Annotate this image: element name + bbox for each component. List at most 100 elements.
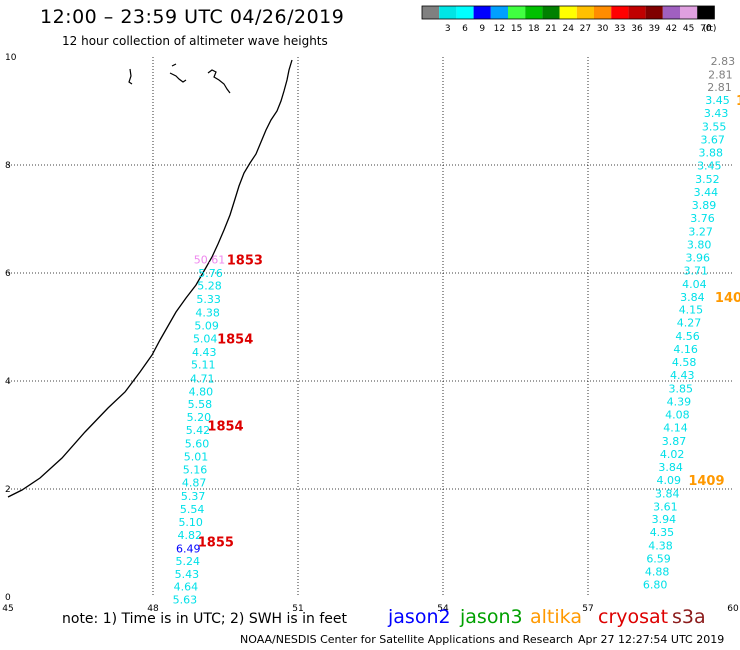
pass-time-label: 1408: [715, 291, 740, 306]
lon-tick-label: 45: [2, 604, 13, 614]
color-swatch: [525, 6, 543, 19]
wave-height-label: 3.85: [669, 383, 694, 396]
wave-height-label: 3.84: [680, 291, 705, 304]
map-subtitle: 12 hour collection of altimeter wave hei…: [62, 34, 328, 48]
wave-height-label: 5.63: [173, 594, 198, 607]
wave-height-label: 5.58: [188, 398, 213, 411]
lon-tick-label: 54: [437, 604, 449, 614]
wave-height-label: 4.71: [190, 372, 215, 385]
wave-height-label: 5.16: [183, 464, 208, 477]
wave-height-label: 4.14: [663, 421, 688, 434]
color-scale-label: 30: [597, 24, 609, 34]
sat-s3a-label: s3a: [672, 606, 706, 628]
wave-height-label: 4.80: [189, 385, 214, 398]
wave-height-label: 3.84: [655, 487, 680, 500]
wave-height-label: 4.16: [673, 343, 698, 356]
wave-height-label: 4.38: [648, 540, 673, 553]
island: [169, 72, 187, 83]
wave-height-label: 3.67: [700, 134, 725, 147]
wave-height-label: 5.10: [178, 516, 203, 529]
color-scale-label: 3: [445, 24, 451, 34]
color-swatch: [680, 6, 698, 19]
credit-text: NOAA/NESDIS Center for Satellite Applica…: [240, 633, 574, 646]
wave-height-label: 5.60: [185, 438, 210, 451]
color-scale-unit: (ft): [703, 24, 717, 34]
lat-tick-label: 0: [5, 593, 11, 603]
sat-jason3-label: jason3: [460, 606, 523, 628]
sat-cryosat-label: cryosat: [598, 606, 669, 628]
lat-tick-label: 6: [5, 269, 11, 279]
wave-height-label: 5.01: [184, 451, 209, 464]
color-swatch: [611, 6, 629, 19]
wave-height-label: 3.27: [688, 225, 713, 238]
wave-height-label: 4.08: [665, 408, 690, 421]
wave-height-label: 4.15: [679, 304, 704, 317]
color-scale-label: 15: [511, 24, 522, 34]
wave-height-label: 3.61: [653, 500, 678, 513]
wave-height-label: 3.52: [695, 173, 720, 186]
sat-jason2-label: jason2: [388, 606, 451, 628]
wave-height-label: 3.55: [702, 121, 727, 134]
lat-tick-label: 10: [5, 53, 17, 63]
pass-time-label: 1855: [198, 535, 234, 550]
color-swatch: [594, 6, 612, 19]
islands: [128, 63, 231, 94]
wave-height-label: 5.43: [175, 568, 200, 581]
lon-tick-label: 60: [727, 604, 739, 614]
color-swatch: [576, 6, 594, 19]
pass-time-label: 14: [736, 94, 740, 109]
color-swatch: [542, 6, 560, 19]
timestamp-text: Apr 27 12:27:54 UTC 2019: [578, 633, 725, 646]
wave-height-label: 5.76: [198, 267, 223, 280]
pass-time-label: 1854: [207, 419, 243, 434]
wave-height-label: 4.27: [677, 317, 702, 330]
color-scale-label: 45: [683, 24, 694, 34]
wave-height-label: 3.45: [697, 160, 722, 173]
island: [128, 68, 133, 85]
color-swatch: [490, 6, 508, 19]
wave-height-label: 4.58: [672, 356, 697, 369]
pass-time-label: 1853: [227, 254, 263, 269]
lon-tick-label: 57: [582, 604, 593, 614]
color-swatch: [697, 6, 715, 19]
color-scale-label: 18: [528, 24, 540, 34]
map-title: 12:00 – 23:59 UTC 04/26/2019: [40, 6, 345, 28]
wave-height-label: 3.88: [699, 147, 724, 160]
wave-height-label: 6.80: [643, 579, 668, 592]
wave-height-label: 5.11: [191, 358, 216, 371]
wave-height-label: 3.94: [652, 513, 677, 526]
wave-height-label: 4.09: [656, 474, 681, 487]
right-track-labels: 2.832.812.813.453.433.553.673.883.453.52…: [643, 55, 740, 592]
wave-height-label: 4.88: [645, 566, 670, 579]
color-swatch: [439, 6, 457, 19]
color-swatch: [559, 6, 577, 19]
color-swatch: [662, 6, 680, 19]
wave-height-label: 6.59: [646, 553, 671, 566]
coastline: [7, 59, 293, 498]
wave-height-label: 4.43: [192, 346, 217, 359]
wave-height-label: 5.04: [193, 332, 218, 345]
lat-tick-label: 2: [5, 485, 11, 495]
color-swatch: [645, 6, 663, 19]
wave-height-label: 3.71: [684, 264, 709, 277]
left-track-labels: 50.615.765.285.334.385.095.044.435.114.7…: [173, 254, 263, 607]
footer-note: note: 1) Time is in UTC; 2) SWH is in fe…: [62, 611, 348, 627]
wave-height-label: 50.61: [194, 254, 226, 267]
wave-height-label: 4.56: [675, 330, 700, 343]
sat-altika-label: altika: [530, 606, 582, 628]
lon-tick-label: 48: [147, 604, 159, 614]
wave-height-label: 4.02: [660, 448, 685, 461]
pass-time-label: 1409: [688, 474, 724, 489]
island: [171, 63, 177, 67]
wave-height-label: 6.49: [176, 542, 201, 555]
wave-height-label: 5.33: [196, 293, 221, 306]
lat-tick-label: 4: [5, 377, 11, 387]
axis-tick-labels: 45 48 51 54 57 60 0 2 4 6 8 10: [2, 53, 739, 614]
wave-height-label: 3.96: [685, 251, 710, 264]
wave-height-label: 4.39: [667, 396, 692, 409]
wave-height-label: 4.04: [682, 278, 707, 291]
wave-height-label: 4.43: [670, 369, 695, 382]
color-scale-label: 6: [462, 24, 468, 34]
